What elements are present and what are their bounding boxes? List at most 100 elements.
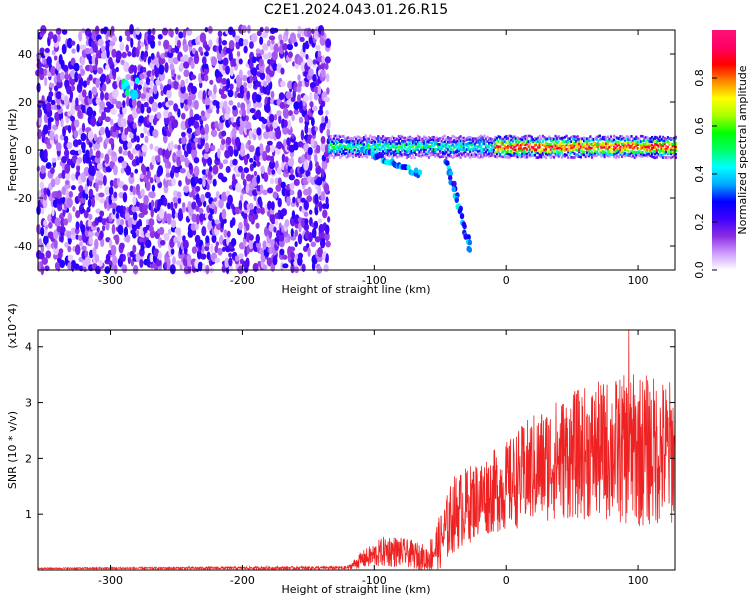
spectrogram-cell <box>478 135 481 139</box>
spectrogram-cell <box>163 133 168 144</box>
spectrogram-cell <box>481 155 484 159</box>
spectrogram-cell <box>513 143 516 146</box>
spectrogram-cell <box>576 138 579 141</box>
spectrogram-cell <box>459 144 462 148</box>
spectrogram-cell <box>314 236 321 243</box>
spectrogram-cell <box>421 145 424 149</box>
spectrogram-cell <box>494 142 497 146</box>
spectrogram-cell <box>492 146 495 149</box>
spectrogram-cell <box>320 191 326 202</box>
spectrogram-cell <box>163 211 168 222</box>
spectrogram-cell <box>345 156 348 159</box>
spectrogram-cell <box>438 143 442 146</box>
spectrogram-cell <box>267 39 271 47</box>
spectrogram-cell <box>646 154 649 158</box>
spectrogram-cell <box>385 150 388 153</box>
spectrogram-cell <box>99 100 106 110</box>
spectrogram-cell <box>408 154 412 157</box>
spectrogram-cell <box>63 135 69 143</box>
spectrogram-cell <box>221 130 227 137</box>
spectrogram-cell <box>324 224 330 235</box>
spectrogram-cell <box>293 101 300 111</box>
spectrogram-cell <box>60 118 64 128</box>
spectrogram-cell <box>249 75 253 83</box>
spectrogram-cell <box>537 156 540 159</box>
spectrogram-cell <box>394 136 397 140</box>
spectrogram-cell <box>70 173 76 181</box>
spectrogram-cell <box>248 238 254 250</box>
spectrogram-cell <box>320 100 326 108</box>
spectrogram-cell <box>635 151 638 154</box>
spectrogram-cell <box>639 134 643 138</box>
spectrogram-cell <box>563 135 567 139</box>
spectrogram-cell <box>429 151 432 155</box>
spectrogram-cell <box>108 194 113 205</box>
spectrogram-cell <box>461 148 464 152</box>
spectrogram-cell <box>307 186 312 196</box>
spectrogram-cell <box>450 137 453 140</box>
spectrogram-cell <box>292 196 296 204</box>
spectrogram-cell <box>50 65 56 76</box>
spectrogram-cell <box>594 154 597 158</box>
spectrogram-cell <box>165 213 172 220</box>
spectrogram-cell <box>245 121 252 130</box>
spectrogram-cell <box>318 200 323 212</box>
spectrogram-cell <box>638 142 641 146</box>
spectrogram-cell <box>543 149 546 153</box>
spectrogram-cell <box>75 221 80 231</box>
spectrogram-cell <box>650 143 654 147</box>
spectrogram-cell <box>579 137 582 141</box>
spectrogram-cell <box>182 92 189 100</box>
spectrogram-cell <box>278 92 285 101</box>
spectrogram-cell <box>328 150 331 153</box>
spectrogram-cell <box>399 152 402 156</box>
spectrogram-cell <box>557 135 560 138</box>
spectrogram-cell <box>288 110 293 117</box>
spectrogram-cell <box>287 233 291 243</box>
spectrogram-cell <box>638 154 641 158</box>
spectrogram-cell <box>309 160 313 172</box>
spectrogram-cell <box>571 135 575 138</box>
spectrogram-cell <box>189 92 196 101</box>
spectrogram-cell <box>158 226 165 236</box>
spectrogram-cell <box>359 142 362 146</box>
spectrogram-cell <box>235 136 241 148</box>
spectrogram-cell <box>183 185 190 193</box>
spectrogram-cell <box>157 101 163 109</box>
spectrogram-cell <box>145 239 152 249</box>
spectrogram-cell <box>234 255 240 262</box>
spectrogram-cell <box>39 149 45 160</box>
spectrogram-cell <box>163 39 170 50</box>
spectrogram-cell <box>544 137 548 141</box>
spectrogram-cell <box>674 145 677 149</box>
spectrogram-cell <box>486 148 489 152</box>
spectrogram-cell <box>356 147 359 150</box>
spectrogram-cell <box>451 140 454 144</box>
spectrogram-cell <box>486 140 489 143</box>
spectrogram-cell <box>529 142 532 146</box>
spectrogram-cell <box>492 144 495 148</box>
spectrogram-cell <box>480 137 483 140</box>
spectrogram-cell <box>75 210 81 219</box>
spectrogram-cell <box>421 147 424 151</box>
spectrogram-cell <box>211 218 215 227</box>
spectrogram-cell <box>620 150 624 153</box>
spectrogram-cell <box>98 116 102 124</box>
spectrogram-cell <box>362 154 366 157</box>
spectrogram-cell <box>189 108 194 119</box>
spectrogram-cell <box>440 147 443 150</box>
spectrogram-cell <box>380 140 383 144</box>
spectrogram-cell <box>251 33 258 43</box>
spectrogram-cell <box>242 212 248 220</box>
spectrogram-cell <box>231 58 238 67</box>
spectrogram-cell <box>611 140 614 143</box>
spectrogram-cell <box>524 150 527 154</box>
spectrogram-cell <box>529 134 532 138</box>
spectrogram-cell <box>165 172 171 178</box>
spectrogram-cell <box>149 34 155 42</box>
spectrogram-cell <box>229 83 234 91</box>
spectrogram-cell <box>431 153 434 156</box>
spectrogram-cell <box>415 142 418 146</box>
snr-ytick-label: 4 <box>25 341 32 354</box>
spectrogram-cell <box>339 143 342 146</box>
